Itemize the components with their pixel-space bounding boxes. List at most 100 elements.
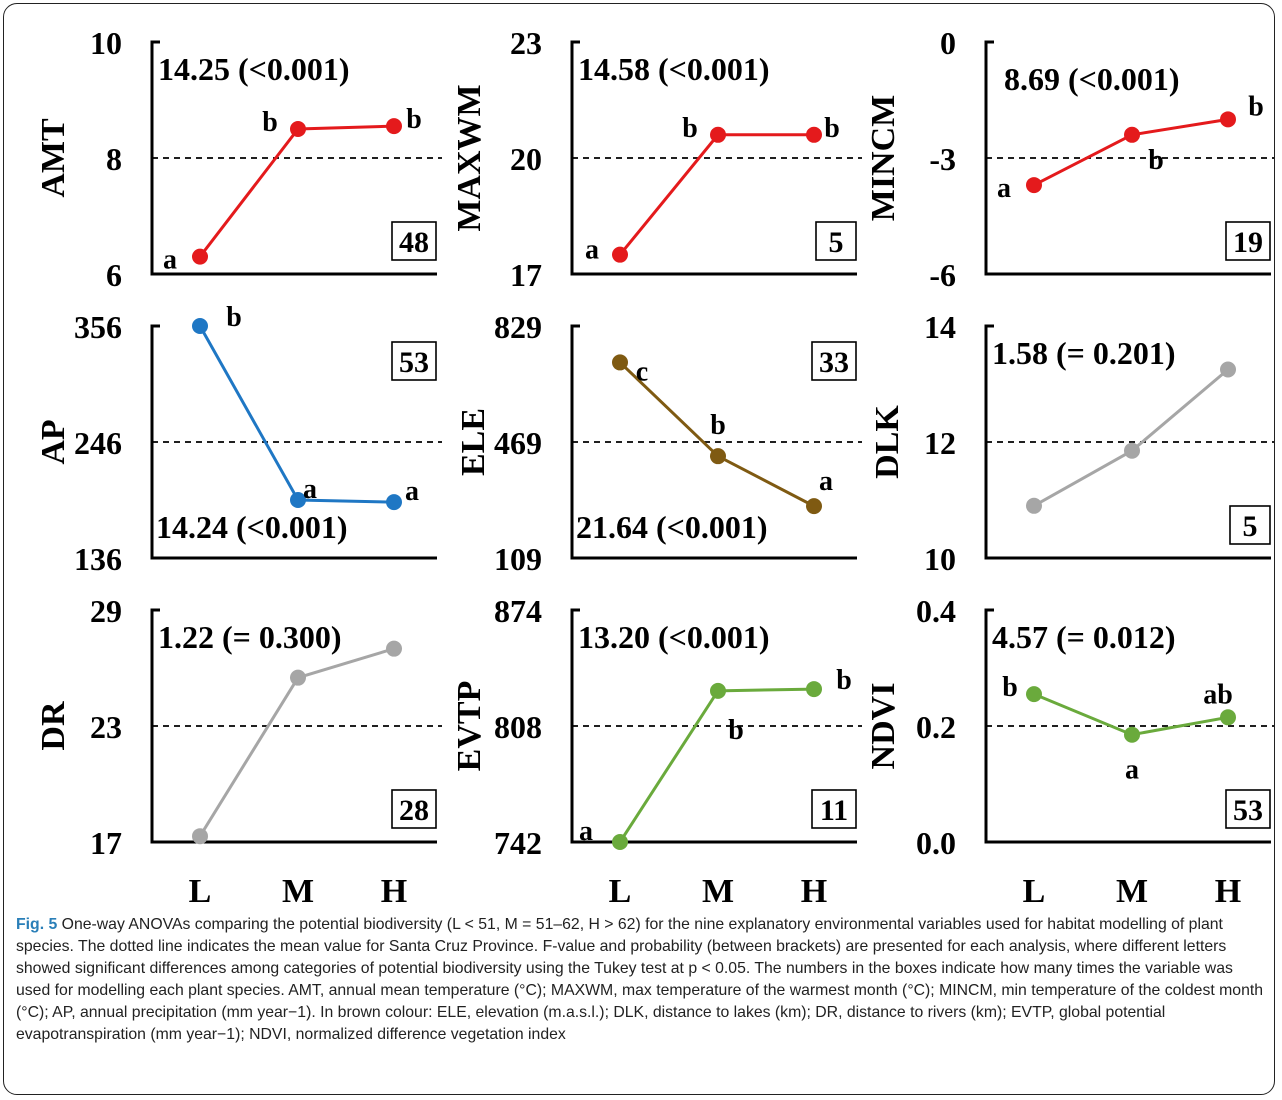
significance-letter: b	[682, 113, 698, 144]
x-category-label: H	[381, 873, 407, 909]
data-point	[192, 248, 208, 265]
usage-count-box	[1225, 789, 1271, 829]
usage-count: 33	[819, 346, 849, 379]
data-point	[612, 834, 628, 850]
y-tick-label: 8	[106, 141, 122, 177]
usage-count-box	[1225, 221, 1271, 261]
significance-letter: b	[226, 302, 242, 333]
y-tick-label: 0	[940, 25, 956, 61]
f-statistic: 14.25 (<0.001)	[158, 51, 350, 87]
usage-count: 5	[829, 226, 844, 259]
x-category-label: M	[1116, 873, 1148, 909]
data-point	[386, 494, 402, 511]
y-tick-label: 12	[924, 425, 956, 461]
usage-count-box	[391, 789, 437, 829]
data-point	[1220, 361, 1236, 378]
series-line	[618, 687, 815, 843]
significance-letter: c	[636, 356, 648, 387]
significance-letter: a	[163, 245, 177, 276]
y-tick-label: 0.4	[916, 593, 956, 629]
y-tick-label: 29	[90, 593, 122, 629]
y-tick-label: 17	[90, 825, 122, 861]
y-tick-label: 0.2	[916, 709, 956, 745]
y-axis-label: MINCM	[865, 95, 902, 222]
y-tick-label: 0.0	[916, 825, 956, 861]
y-tick-label: 14	[924, 309, 956, 345]
data-point	[192, 318, 208, 334]
significance-letter: a	[303, 474, 317, 505]
usage-count-box	[391, 221, 437, 261]
y-tick-label: 874	[494, 593, 542, 629]
y-axis-label: DLK	[869, 405, 906, 479]
significance-letter: a	[579, 816, 593, 847]
y-tick-label: 808	[494, 709, 542, 745]
y-tick-label: -3	[929, 141, 956, 177]
y-axis-label: MAXWM	[451, 84, 488, 231]
y-tick-label: 742	[494, 825, 542, 861]
usage-count: 53	[399, 346, 429, 379]
series-line	[198, 124, 395, 258]
f-statistic: 8.69 (<0.001)	[1004, 61, 1180, 97]
data-point	[710, 448, 726, 465]
data-point	[290, 121, 306, 137]
significance-letter: a	[1125, 755, 1139, 786]
significance-letter: ab	[1203, 679, 1233, 710]
y-axis-label: AP	[35, 419, 72, 464]
x-category-label: M	[702, 873, 734, 909]
x-category-label: L	[609, 873, 632, 909]
f-statistic: 1.58 (= 0.201)	[992, 335, 1176, 371]
usage-count: 28	[399, 794, 429, 827]
significance-letter: a	[405, 476, 419, 507]
data-point	[806, 126, 822, 143]
usage-count: 48	[399, 226, 429, 259]
usage-count: 11	[820, 794, 848, 827]
data-point	[612, 354, 628, 371]
series-line	[198, 325, 395, 504]
y-axis-label: EVTP	[451, 681, 488, 772]
data-point	[710, 682, 726, 699]
y-tick-label: 109	[494, 541, 542, 577]
figure-label: Fig. 5	[16, 916, 58, 933]
data-point	[1026, 686, 1042, 703]
data-point	[1026, 497, 1042, 514]
usage-count: 19	[1233, 226, 1263, 259]
usage-count-box	[811, 789, 857, 829]
significance-letter: b	[262, 107, 278, 138]
figure-caption: Fig. 5 One-way ANOVAs comparing the pote…	[16, 914, 1266, 1046]
y-tick-label: 10	[924, 541, 956, 577]
usage-count: 5	[1243, 510, 1258, 543]
y-tick-label: 469	[494, 425, 542, 461]
y-tick-label: 20	[510, 141, 542, 177]
data-point	[806, 498, 822, 515]
y-tick-label: -6	[929, 257, 956, 293]
y-tick-label: 829	[494, 309, 542, 345]
y-tick-label: 356	[74, 309, 122, 345]
significance-letter: b	[728, 715, 744, 746]
data-point	[1124, 442, 1140, 459]
x-category-label: H	[1215, 873, 1241, 909]
usage-count-box	[1229, 505, 1271, 545]
significance-letter: b	[710, 410, 726, 441]
data-point	[1220, 111, 1236, 128]
x-category-label: M	[282, 873, 314, 909]
y-axis-label: NDVI	[865, 683, 902, 770]
y-axis-label: ELE	[455, 408, 492, 476]
data-point	[386, 640, 402, 657]
y-tick-label: 136	[74, 541, 122, 577]
y-tick-label: 23	[510, 25, 542, 61]
f-statistic: 13.20 (<0.001)	[578, 619, 770, 655]
significance-letter: b	[1248, 91, 1264, 122]
usage-count: 53	[1233, 794, 1263, 827]
usage-count-box	[815, 221, 857, 261]
significance-letter: b	[1002, 672, 1018, 703]
x-category-label: L	[189, 873, 212, 909]
significance-letter: b	[836, 665, 852, 696]
f-statistic: 21.64 (<0.001)	[576, 509, 768, 545]
usage-count-box	[811, 341, 857, 381]
data-point	[806, 681, 822, 698]
y-tick-label: 10	[90, 25, 122, 61]
data-point	[386, 118, 402, 135]
data-point	[612, 246, 628, 263]
figure-frame: 6 8 10 AMT a b b 14.25 (<0.001) 48 17 20 23 MAXWM a b b…	[3, 3, 1275, 1095]
